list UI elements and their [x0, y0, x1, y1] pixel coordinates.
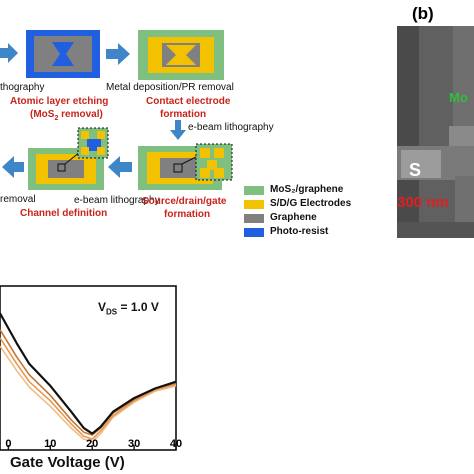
chart-frame — [0, 285, 177, 451]
sem-label-source: S — [409, 160, 422, 180]
chart-ticks-group — [7, 445, 177, 450]
legend-swatch-electrodes — [244, 200, 264, 209]
legend-label-graphene: Graphene — [270, 212, 317, 223]
caption-lithography: thography — [0, 82, 45, 93]
legend-swatch-photoresist — [244, 228, 264, 237]
caption-ebeam-litho-2: e-beam lithography — [74, 195, 160, 206]
sem-texture — [397, 26, 474, 238]
caption-atomic-layer-etching: Atomic layer etching — [10, 96, 109, 107]
caption-removal: removal — [0, 194, 36, 205]
x-tick-label: 20 — [86, 438, 99, 450]
caption-contact-electrode: Contact electrode — [146, 96, 231, 107]
chart-series-line-2 — [0, 337, 177, 440]
legend-label-electrodes: S/D/G Electrodes — [270, 198, 352, 209]
caption-mos2-removal: (MoS2 removal) — [30, 109, 103, 122]
sem-scale-label: 300 nm — [397, 194, 449, 211]
x-tick-label: 0 — [5, 438, 12, 450]
x-tick-label: 40 — [169, 438, 183, 450]
chart-annotation-vds: VDS = 1.0 V — [98, 300, 159, 317]
legend-label-photoresist: Photo-resist — [270, 226, 329, 237]
flow-arrow-in — [0, 43, 18, 63]
legend-label-mos2: MoS₂/graphene — [270, 184, 344, 195]
sem-image: S Mo 300 nm — [397, 26, 474, 238]
flow-arrow-down — [170, 120, 186, 140]
caption-metal-deposition: Metal deposition/PR removal — [106, 82, 234, 93]
step1-device — [26, 30, 100, 78]
step2-device — [138, 30, 224, 80]
chart-series-line-0 — [0, 312, 177, 435]
step3-device — [138, 143, 233, 190]
sem-label-mo: Mo — [449, 90, 468, 105]
chart-x-axis-label: Gate Voltage (V) — [10, 454, 125, 471]
x-tick-label: 10 — [44, 438, 57, 450]
legend-swatch-mos2 — [244, 186, 264, 195]
chart-series-group — [0, 312, 177, 443]
x-tick-label: 30 — [127, 438, 141, 450]
caption-channel-definition: Channel definition — [20, 208, 108, 219]
caption-ebeam-litho-1: e-beam lithography — [188, 122, 274, 133]
flow-arrow-left-2 — [2, 156, 24, 178]
flow-arrow-1 — [106, 43, 130, 65]
flow-arrow-left-1 — [108, 156, 132, 178]
caption-contact-formation: formation — [160, 109, 207, 120]
chart-series-line-3 — [0, 345, 177, 443]
legend-swatch-graphene — [244, 214, 264, 223]
caption-sdg-formation: formation — [164, 209, 211, 220]
step4-device — [28, 127, 109, 190]
caption-source-drain-gate: Source/drain/gate — [142, 196, 227, 207]
panel-b-label: (b) — [412, 4, 434, 23]
